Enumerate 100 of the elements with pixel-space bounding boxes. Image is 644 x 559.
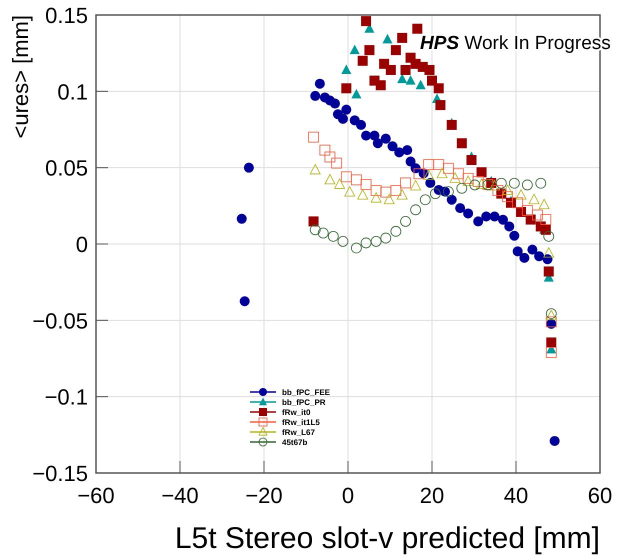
x-tick-label: 60: [588, 483, 612, 508]
point: [423, 169, 434, 180]
point: [324, 152, 336, 162]
point: [473, 216, 484, 226]
point: [341, 83, 352, 94]
point: [334, 178, 345, 189]
x-axis-title: L5t Stereo slot-v predicted [mm]: [174, 522, 600, 555]
point: [310, 90, 320, 101]
point: [424, 64, 434, 75]
point: [308, 216, 319, 226]
point: [380, 232, 392, 244]
point: [386, 64, 396, 75]
point: [546, 346, 557, 358]
point: [466, 155, 476, 166]
point: [498, 214, 508, 225]
point: [453, 168, 464, 180]
point: [380, 186, 392, 198]
point: [527, 244, 538, 255]
point: [502, 184, 513, 195]
point: [357, 189, 368, 200]
point: [522, 180, 533, 190]
point: [361, 130, 372, 141]
legend-label: fRw_L67: [282, 428, 316, 437]
point: [420, 194, 431, 206]
point: [532, 210, 543, 220]
point: [384, 194, 395, 204]
point: [328, 230, 339, 242]
point: [372, 138, 383, 148]
point: [331, 158, 342, 168]
point: [310, 224, 321, 236]
y-tick-label: −0.15: [32, 461, 88, 486]
point: [528, 194, 540, 204]
point: [502, 191, 513, 202]
point: [540, 214, 552, 225]
point: [364, 45, 374, 56]
point: [446, 120, 457, 130]
x-tick-label: 20: [420, 483, 444, 508]
point: [534, 251, 544, 262]
point: [496, 178, 507, 189]
y-tick-label: 0.1: [57, 79, 88, 104]
point: [314, 78, 325, 89]
point: [351, 174, 362, 186]
point: [406, 75, 416, 85]
point: [456, 182, 468, 194]
point: [543, 247, 554, 258]
point: [410, 180, 422, 190]
point: [412, 24, 422, 34]
point: [512, 246, 523, 256]
point: [481, 212, 492, 222]
point: [455, 203, 466, 214]
point: [476, 167, 487, 178]
point: [442, 186, 454, 198]
x-tick-label: 0: [342, 483, 354, 508]
legend-label: bb_fPC_PR: [282, 398, 326, 407]
point: [430, 188, 441, 200]
point: [370, 192, 382, 203]
point: [397, 32, 408, 43]
point: [338, 114, 348, 124]
point: [338, 236, 348, 247]
point: [351, 242, 362, 254]
point: [369, 130, 380, 141]
x-tick-label: −20: [245, 483, 283, 508]
point: [376, 80, 386, 90]
point: [427, 76, 437, 86]
point: [544, 266, 554, 276]
y-axis-title: <ures> [mm]: [8, 15, 33, 138]
point: [463, 208, 474, 218]
point: [450, 172, 460, 183]
y-tick-label: −0.05: [32, 308, 88, 334]
legend-label: fRw_it0: [282, 408, 311, 417]
point: [535, 178, 546, 189]
point: [370, 185, 382, 196]
point: [390, 45, 401, 56]
y-tick-label: 0.05: [45, 156, 88, 181]
point: [519, 252, 530, 263]
legend-label: fRw_it1L5: [282, 418, 320, 427]
point: [508, 178, 520, 189]
point: [400, 178, 411, 188]
point: [340, 171, 352, 182]
point: [330, 98, 340, 109]
point: [436, 168, 448, 178]
x-tick-label: −60: [77, 483, 115, 508]
point: [358, 56, 368, 66]
point: [397, 74, 408, 84]
point: [490, 212, 500, 222]
point: [318, 228, 329, 238]
point: [380, 134, 391, 144]
point: [390, 226, 402, 237]
point: [442, 162, 454, 174]
point: [504, 221, 514, 232]
point: [360, 179, 372, 190]
x-tick-label: 40: [504, 483, 528, 508]
point: [396, 189, 408, 200]
y-tick-label: −0.1: [44, 384, 88, 410]
point: [512, 197, 524, 208]
point: [476, 178, 487, 189]
point: [425, 178, 436, 188]
point: [244, 162, 254, 173]
point: [546, 316, 557, 328]
point: [382, 34, 392, 44]
